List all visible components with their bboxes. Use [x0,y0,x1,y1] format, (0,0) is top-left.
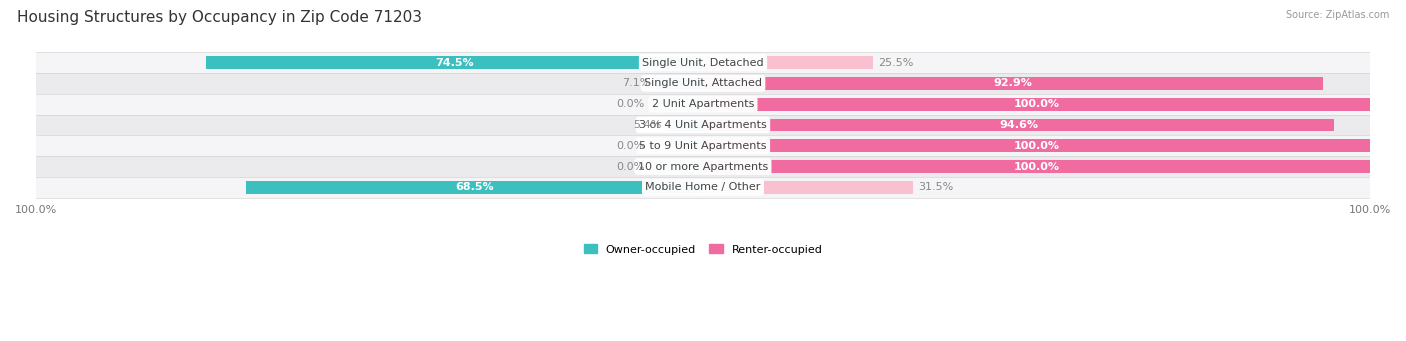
Text: Housing Structures by Occupancy in Zip Code 71203: Housing Structures by Occupancy in Zip C… [17,10,422,25]
Text: 25.5%: 25.5% [879,58,914,68]
Text: 5 to 9 Unit Apartments: 5 to 9 Unit Apartments [640,141,766,151]
Text: Source: ZipAtlas.com: Source: ZipAtlas.com [1285,10,1389,20]
Text: 31.5%: 31.5% [918,182,953,192]
Bar [703,98,1369,110]
Text: 100.0%: 100.0% [1014,99,1060,109]
Bar [37,115,1369,135]
Text: Single Unit, Detached: Single Unit, Detached [643,58,763,68]
Bar [37,94,1369,115]
Text: 3 or 4 Unit Apartments: 3 or 4 Unit Apartments [640,120,766,130]
Text: 100.0%: 100.0% [1014,141,1060,151]
Bar [703,77,1323,90]
Bar [703,56,873,69]
Text: 7.1%: 7.1% [621,78,651,88]
Bar [37,52,1369,73]
Text: 0.0%: 0.0% [616,162,644,172]
Text: 0.0%: 0.0% [616,99,644,109]
Bar [650,139,703,152]
Legend: Owner-occupied, Renter-occupied: Owner-occupied, Renter-occupied [579,240,827,259]
Text: 10 or more Apartments: 10 or more Apartments [638,162,768,172]
Bar [703,119,1334,131]
Text: 5.4%: 5.4% [633,120,662,130]
Bar [650,160,703,173]
Bar [207,56,703,69]
Bar [703,181,912,194]
Text: 2 Unit Apartments: 2 Unit Apartments [652,99,754,109]
Bar [650,98,703,110]
Text: 74.5%: 74.5% [436,58,474,68]
Bar [703,139,1369,152]
Bar [37,73,1369,94]
Text: 92.9%: 92.9% [993,78,1032,88]
Text: 68.5%: 68.5% [456,182,494,192]
Text: Mobile Home / Other: Mobile Home / Other [645,182,761,192]
Bar [246,181,703,194]
Bar [37,177,1369,198]
Text: Single Unit, Attached: Single Unit, Attached [644,78,762,88]
Text: 94.6%: 94.6% [998,120,1038,130]
Text: 100.0%: 100.0% [1014,162,1060,172]
Bar [37,156,1369,177]
Bar [666,119,703,131]
Bar [655,77,703,90]
Text: 0.0%: 0.0% [616,141,644,151]
Bar [703,160,1369,173]
Bar [37,135,1369,156]
